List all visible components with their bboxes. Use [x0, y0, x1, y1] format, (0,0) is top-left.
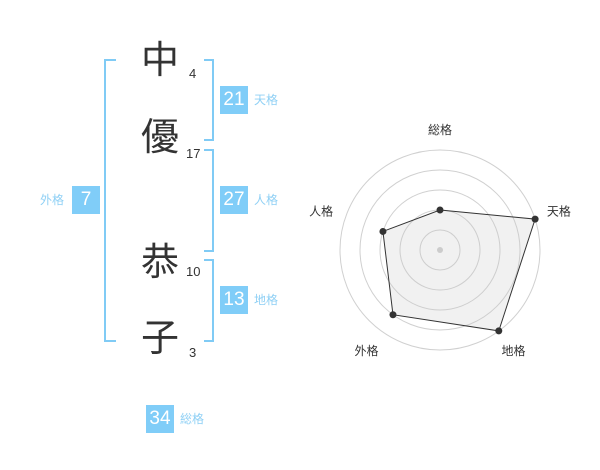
tenkaku-bracket	[204, 59, 214, 141]
soukaku-label: 総格	[180, 412, 205, 426]
name-char-1: 中	[140, 38, 179, 82]
stroke-count-3: 10	[186, 264, 201, 279]
tenkaku-value: 21	[220, 86, 248, 114]
radar-point-4	[379, 227, 387, 235]
jinkaku-value: 27	[220, 186, 248, 214]
radar-point-0	[436, 206, 444, 214]
gaikaku-label: 外格	[40, 193, 65, 207]
soukaku-value: 34	[146, 405, 174, 433]
radar-axis-label: 地格	[501, 343, 525, 358]
stroke-count-2: 17	[186, 146, 201, 161]
radar-center	[437, 247, 443, 253]
radar-area	[382, 209, 536, 332]
jinkaku-label: 人格	[254, 193, 279, 207]
stroke-count-1: 4	[189, 66, 197, 81]
gaikaku-value: 7	[72, 186, 100, 214]
radar-point-2	[495, 327, 503, 335]
jinkaku-bracket	[204, 149, 214, 252]
radar-point-3	[389, 311, 397, 319]
name-char-2: 優	[140, 115, 179, 159]
radar-point-1	[531, 215, 539, 223]
chikaku-bracket	[204, 259, 214, 342]
radar-ring	[419, 229, 461, 271]
radar-axis-label: 外格	[355, 343, 379, 358]
radar-ring	[339, 149, 541, 351]
radar-ring	[379, 189, 501, 311]
radar-axis-label: 人格	[309, 203, 333, 218]
name-char-3: 恭	[140, 240, 179, 284]
name-char-4: 子	[140, 316, 179, 360]
chikaku-value: 13	[220, 286, 248, 314]
radar-axis-label: 総格	[428, 122, 452, 137]
radar-ring	[359, 169, 521, 331]
chikaku-label: 地格	[254, 293, 279, 307]
stroke-count-4: 3	[189, 345, 197, 360]
radar-axis-label: 天格	[547, 203, 571, 218]
tenkaku-label: 天格	[254, 93, 279, 107]
gaikaku-bracket	[104, 59, 116, 342]
